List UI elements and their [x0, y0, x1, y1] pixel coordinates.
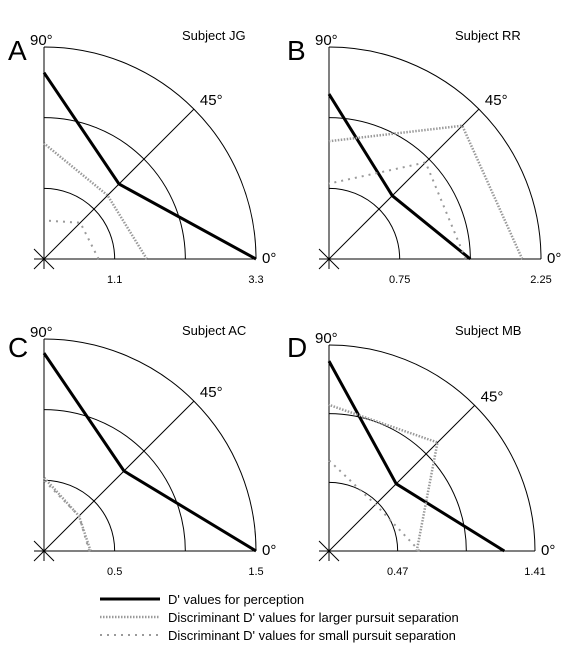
legend-small-label: Discriminant D' values for small pursuit… — [168, 628, 456, 643]
series-perception-d — [327, 360, 506, 553]
legend-perception-label: D' values for perception — [168, 592, 304, 607]
series-large-d — [328, 403, 439, 552]
series-perception-c — [42, 352, 257, 553]
series-perception-b — [327, 93, 472, 261]
axis-cross — [33, 540, 55, 562]
axis-cross — [318, 540, 340, 562]
panel-d: D Subject MB 90° 45° 0° 0.47 1.41 — [287, 323, 555, 578]
series-large-b — [328, 124, 524, 260]
tick-label-inner: 0.47 — [387, 566, 408, 578]
tick-label-outer: 3.3 — [248, 274, 263, 286]
tick-label-inner: 1.1 — [107, 274, 122, 286]
tick-label-outer: 1.5 — [248, 566, 263, 578]
legend: D' values for perception Discriminant D'… — [100, 592, 459, 643]
panel-letter: B — [287, 35, 306, 66]
label-45deg: 45° — [200, 384, 223, 401]
series-small-c — [43, 479, 91, 552]
panel-b: B Subject RR 90° 45° 0° 0.75 2.25 — [287, 28, 561, 286]
series-perception-a — [42, 71, 257, 261]
panel-title: Subject RR — [455, 28, 521, 43]
label-90deg: 90° — [315, 32, 338, 49]
panel-title: Subject JG — [182, 28, 246, 43]
label-90deg: 90° — [315, 330, 338, 347]
label-0deg: 0° — [262, 542, 276, 559]
label-0deg: 0° — [547, 250, 561, 267]
tick-label-inner: 0.5 — [107, 566, 122, 578]
axis-45deg — [33, 108, 195, 270]
series-large-a — [43, 142, 148, 260]
panel-letter: A — [8, 35, 27, 66]
label-0deg: 0° — [541, 542, 555, 559]
label-45deg: 45° — [481, 388, 504, 405]
label-90deg: 90° — [30, 32, 53, 49]
panel-c: C Subject AC 90° 45° 0° 0.5 1.5 — [8, 323, 276, 578]
panel-title: Subject AC — [182, 323, 246, 338]
panel-letter: D — [287, 332, 307, 363]
label-45deg: 45° — [485, 92, 508, 109]
label-45deg: 45° — [200, 92, 223, 109]
tick-label-outer: 2.25 — [530, 274, 551, 286]
panel-title: Subject MB — [455, 323, 521, 338]
label-90deg: 90° — [30, 324, 53, 341]
axis-cross — [318, 248, 340, 270]
series-small-d — [328, 459, 421, 552]
panel-a: A Subject JG 90° 45° 0° 1.1 3.3 — [8, 28, 276, 286]
tick-label-inner: 0.75 — [389, 274, 410, 286]
axis-45deg — [318, 108, 480, 270]
series-large-c — [43, 476, 92, 552]
label-0deg: 0° — [262, 250, 276, 267]
legend-large-label: Discriminant D' values for larger pursui… — [168, 610, 459, 625]
axis-45deg — [33, 400, 195, 562]
tick-label-outer: 1.41 — [524, 566, 545, 578]
panel-letter: C — [8, 332, 28, 363]
axis-cross — [33, 248, 55, 270]
series-small-b — [328, 161, 467, 260]
series-small-a — [43, 219, 100, 260]
